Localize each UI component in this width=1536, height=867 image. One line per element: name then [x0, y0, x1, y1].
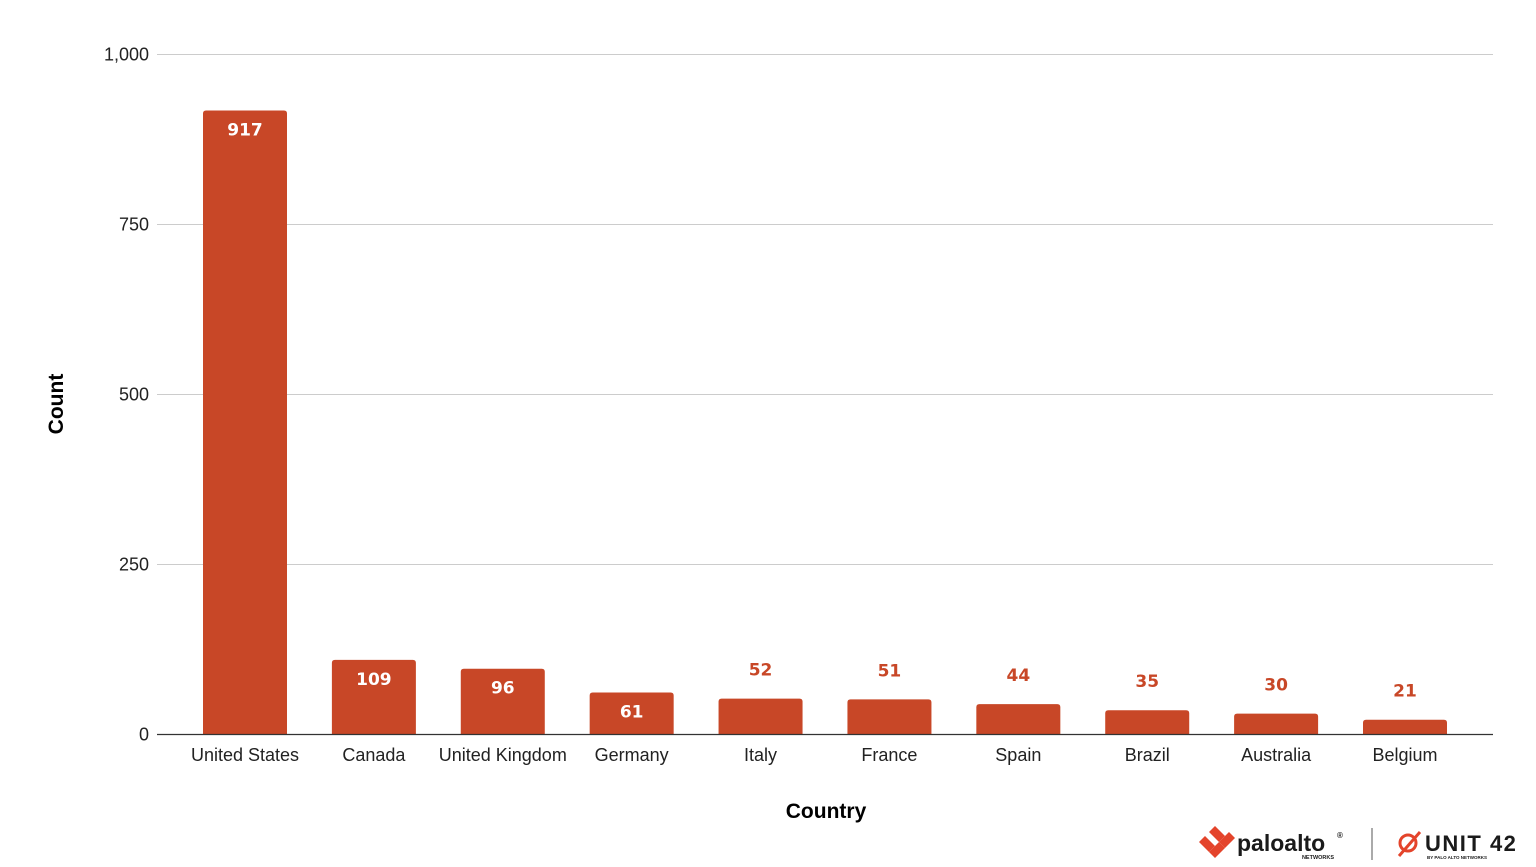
x-tick-label: Spain — [995, 745, 1041, 765]
data-label: 917 — [227, 120, 263, 140]
paloalto-wordmark: paloalto — [1237, 830, 1325, 856]
gridlines — [157, 54, 1493, 565]
data-labels: 917 109 96 61 52 51 44 35 30 21 — [227, 120, 1417, 722]
x-axis-ticks: United States Canada United Kingdom Germany… — [191, 745, 1438, 765]
data-label: 44 — [1006, 666, 1030, 686]
x-tick-label: Belgium — [1372, 745, 1437, 765]
data-label: 35 — [1135, 672, 1159, 692]
unit42-logo: UNIT 42 BY PALO ALTO NETWORKS — [1397, 831, 1517, 860]
bar — [1105, 710, 1190, 734]
x-tick-label: Brazil — [1125, 745, 1170, 765]
y-tick-label: 500 — [119, 385, 149, 405]
paloalto-chevrons-icon — [1199, 826, 1235, 858]
unit42-subtitle: BY PALO ALTO NETWORKS — [1427, 855, 1487, 860]
bar — [976, 704, 1061, 734]
y-tick-label: 250 — [119, 555, 149, 575]
y-axis-title: Count — [45, 374, 68, 435]
data-label: 61 — [620, 703, 644, 723]
bar — [718, 698, 803, 734]
bar — [331, 659, 416, 734]
x-tick-label: United States — [191, 745, 299, 765]
bar — [460, 668, 545, 734]
data-label: 109 — [356, 670, 392, 690]
y-axis-ticks: 0 250 500 750 1,000 — [104, 45, 149, 745]
x-tick-label: United Kingdom — [439, 745, 567, 765]
data-label: 51 — [878, 661, 902, 681]
data-label: 52 — [749, 661, 773, 681]
y-tick-label: 750 — [119, 215, 149, 235]
x-tick-label: Canada — [342, 745, 406, 765]
x-tick-label: Australia — [1241, 745, 1312, 765]
x-tick-label: Germany — [595, 745, 669, 765]
data-label: 21 — [1393, 682, 1417, 702]
paloalto-logo: paloalto ® NETWORKS — [1199, 826, 1343, 861]
bar — [203, 110, 287, 734]
bar — [847, 699, 932, 734]
y-tick-label: 1,000 — [104, 45, 149, 65]
bar — [589, 692, 674, 734]
unit42-wordmark: UNIT 42 — [1425, 831, 1517, 856]
bars — [203, 110, 1447, 734]
data-label: 96 — [491, 679, 515, 699]
y-tick-label: 0 — [139, 725, 149, 745]
x-tick-label: Italy — [744, 745, 777, 765]
x-tick-label: France — [861, 745, 917, 765]
x-axis-title: Country — [786, 800, 867, 823]
paloalto-registered-mark: ® — [1337, 831, 1343, 840]
bar — [1363, 719, 1447, 734]
unit42-emblem-icon — [1397, 831, 1422, 857]
data-label: 30 — [1264, 676, 1288, 696]
paloalto-subtitle: NETWORKS — [1302, 855, 1334, 861]
bar — [1234, 713, 1319, 734]
